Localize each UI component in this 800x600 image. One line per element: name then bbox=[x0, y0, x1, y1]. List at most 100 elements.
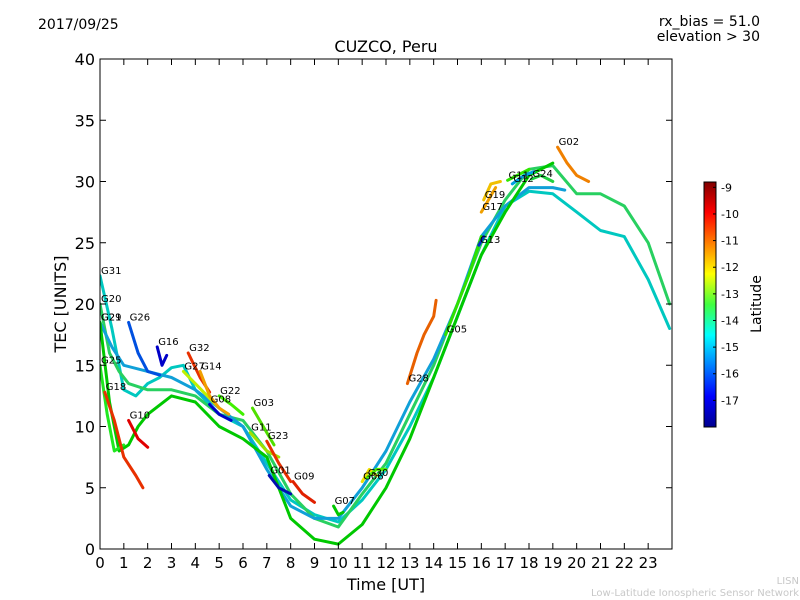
x-tick-label-21: 21 bbox=[591, 554, 610, 572]
series-line-27 bbox=[506, 167, 531, 182]
series-label-3: G29 bbox=[101, 312, 121, 323]
colorbar-tick-label-0: -9 bbox=[721, 181, 732, 194]
x-tick-label-11: 11 bbox=[353, 554, 372, 572]
x-tick-label-9: 9 bbox=[310, 554, 320, 572]
series-line-4 bbox=[100, 363, 126, 453]
series-line-22 bbox=[405, 298, 438, 386]
series-label-12: G08 bbox=[211, 394, 231, 405]
y-tick-label-7: 35 bbox=[75, 111, 95, 130]
series-line-23 bbox=[444, 235, 483, 337]
colorbar-ticks: -9 -10 -11 -12 -13 -14 -15 -16 -17 bbox=[713, 181, 739, 407]
x-tick-label-14: 14 bbox=[424, 554, 443, 572]
y-tick-label-3: 15 bbox=[75, 356, 95, 375]
series-line-29 bbox=[529, 173, 555, 183]
x-tick-label-12: 12 bbox=[376, 554, 395, 572]
x-tick-label-20: 20 bbox=[567, 554, 586, 572]
series-label-13: G22 bbox=[220, 386, 240, 397]
series-label-7: G26 bbox=[130, 312, 150, 323]
series-label-27: G11 bbox=[509, 170, 529, 181]
series-label-5: G18 bbox=[106, 382, 126, 393]
colorbar-tick-label-1: -10 bbox=[721, 208, 739, 221]
series-label-17: G01 bbox=[270, 466, 290, 477]
series-label-16: G23 bbox=[268, 431, 288, 442]
x-tick-label-4: 4 bbox=[191, 554, 201, 572]
x-tick-label-17: 17 bbox=[496, 554, 515, 572]
y-tick-label-0: 0 bbox=[85, 540, 95, 559]
x-tick-label-18: 18 bbox=[519, 554, 538, 572]
colorbar-tick-label-5: -14 bbox=[721, 314, 739, 327]
series-label-20: G06 bbox=[363, 472, 383, 483]
series-line-8 bbox=[155, 345, 169, 367]
footer-network-name: Low-Latitude Ionospheric Sensor Network bbox=[591, 588, 799, 599]
elevation-label: elevation > 30 bbox=[656, 29, 760, 45]
series-label-8: G16 bbox=[158, 337, 178, 348]
rx-bias-label: rx_bias = 51.0 bbox=[658, 14, 760, 30]
x-tick-label-1: 1 bbox=[119, 554, 129, 572]
series-line-14 bbox=[251, 406, 276, 447]
x-axis-ticks: 0 1 2 3 4 5 6 7 8 9 10 11 12 13 14 15 16 17 18 19 20 21 22 23 bbox=[95, 59, 658, 572]
series-line-24 bbox=[477, 235, 486, 247]
series-line-13 bbox=[217, 394, 245, 416]
series-line-5 bbox=[103, 390, 145, 490]
colorbar-tick-label-4: -13 bbox=[721, 288, 739, 301]
series-label-1: G20 bbox=[101, 294, 121, 305]
series-label-28: G12 bbox=[513, 174, 533, 185]
series-line-11 bbox=[198, 369, 231, 416]
x-tick-label-16: 16 bbox=[472, 554, 491, 572]
series-line-6 bbox=[127, 418, 150, 449]
x-axis-label: Time [UT] bbox=[346, 575, 425, 594]
series-label-9: G32 bbox=[189, 343, 209, 354]
series-label-24: G13 bbox=[480, 235, 500, 246]
x-tick-label-23: 23 bbox=[639, 554, 658, 572]
series-label-25: G17 bbox=[482, 202, 502, 213]
series-line-0 bbox=[100, 189, 672, 524]
y-tick-label-5: 25 bbox=[75, 234, 95, 253]
series-label-21: G30 bbox=[368, 468, 388, 479]
colorbar-tick-label-2: -11 bbox=[721, 235, 739, 248]
colorbar-tick-label-8: -17 bbox=[721, 394, 739, 407]
y-tick-label-1: 5 bbox=[85, 479, 95, 498]
series-layer bbox=[100, 145, 672, 546]
y-tick-label-4: 20 bbox=[75, 295, 95, 314]
colorbar-tick-label-6: -15 bbox=[721, 341, 739, 354]
series-label-29: G24 bbox=[532, 169, 552, 180]
y-tick-label-2: 10 bbox=[75, 418, 95, 437]
colorbar-label: Latitude bbox=[749, 275, 765, 333]
series-line-26 bbox=[482, 180, 502, 202]
x-tick-label-15: 15 bbox=[448, 554, 467, 572]
series-label-14: G03 bbox=[254, 398, 274, 409]
series-label-23: G05 bbox=[447, 325, 467, 336]
series-label-6: G10 bbox=[130, 410, 150, 421]
y-tick-label-6: 30 bbox=[75, 173, 95, 192]
series-label-0: G31 bbox=[101, 266, 121, 277]
series-label-26: G19 bbox=[485, 190, 505, 201]
series-line-7 bbox=[127, 320, 162, 377]
series-label-30: G02 bbox=[559, 137, 579, 148]
x-tick-label-22: 22 bbox=[615, 554, 634, 572]
x-tick-label-0: 0 bbox=[95, 554, 105, 572]
series-line-19 bbox=[332, 504, 345, 517]
chart-title: CUZCO, Peru bbox=[334, 37, 438, 56]
x-tick-label-10: 10 bbox=[329, 554, 348, 572]
x-tick-label-8: 8 bbox=[286, 554, 296, 572]
x-tick-label-3: 3 bbox=[167, 554, 177, 572]
x-tick-label-6: 6 bbox=[238, 554, 248, 572]
series-label-11: G14 bbox=[201, 361, 221, 372]
series-line-21 bbox=[365, 467, 388, 480]
series-line-1 bbox=[100, 164, 672, 529]
series-label-15: G11 bbox=[251, 423, 271, 434]
series-line-25 bbox=[479, 186, 498, 214]
x-tick-label-13: 13 bbox=[400, 554, 419, 572]
series-line-28 bbox=[510, 170, 536, 186]
colorbar-tick-label-7: -16 bbox=[721, 368, 739, 381]
x-tick-label-7: 7 bbox=[262, 554, 272, 572]
series-label-10: G27 bbox=[184, 361, 204, 372]
colorbar-tick-label-3: -12 bbox=[721, 261, 739, 274]
series-line-18 bbox=[291, 480, 316, 504]
y-axis-ticks: 0 5 10 15 20 25 30 35 40 bbox=[75, 50, 672, 559]
y-axis-label: TEC [UNITS] bbox=[51, 256, 70, 354]
series-label-layer: G31G20G21G29G25G18G10G26G16G32G27G14G08G… bbox=[101, 137, 579, 507]
x-tick-label-2: 2 bbox=[143, 554, 153, 572]
series-line-17 bbox=[267, 474, 293, 496]
